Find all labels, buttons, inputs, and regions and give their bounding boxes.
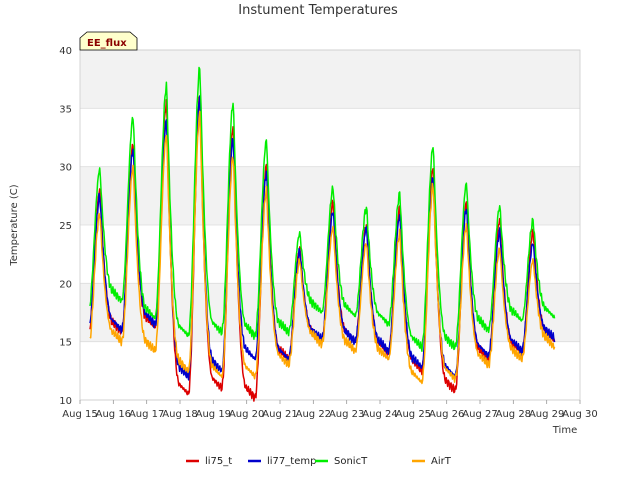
plot-area-frame xyxy=(79,49,581,401)
x-tick-label: Aug 21 xyxy=(262,409,297,420)
x-tick-label: Aug 23 xyxy=(329,409,364,420)
background-band xyxy=(80,341,580,400)
x-tick-label: Aug 27 xyxy=(462,409,497,420)
y-tick-label: 40 xyxy=(59,46,72,57)
y-tick-label: 20 xyxy=(59,279,72,290)
legend: li75_t li77_temp SonicT AirT xyxy=(186,456,452,467)
x-tick-label: Aug 18 xyxy=(162,409,197,420)
x-tick-label: Aug 25 xyxy=(396,409,431,420)
legend-label: SonicT xyxy=(334,456,368,467)
ee-flux-tag: EE_flux xyxy=(79,31,138,51)
y-tick-label: 25 xyxy=(59,221,72,232)
plot-border xyxy=(79,49,581,401)
x-tick-label: Aug 17 xyxy=(129,409,164,420)
y-tick-label: 10 xyxy=(59,396,72,407)
x-tick-label: Aug 24 xyxy=(362,409,397,420)
x-tick-label: Aug 19 xyxy=(196,409,231,420)
x-tick-label: Aug 30 xyxy=(562,409,597,420)
x-tick-label: Aug 26 xyxy=(429,409,464,420)
x-tick-label: Aug 20 xyxy=(229,409,264,420)
x-tick-label: Aug 29 xyxy=(529,409,564,420)
chart-title: Instument Temperatures xyxy=(238,3,398,18)
background-band xyxy=(80,50,580,109)
series-line-sonict xyxy=(89,66,556,352)
y-tick-label: 15 xyxy=(59,338,72,349)
legend-label: li75_t xyxy=(205,456,232,467)
background-band xyxy=(80,108,580,167)
ee-flux-tag-text: EE_flux xyxy=(87,38,127,49)
legend-label: AirT xyxy=(431,456,452,467)
y-tick-label: 30 xyxy=(59,163,72,174)
x-tick-label: Aug 16 xyxy=(96,409,131,420)
x-axis-label: Time xyxy=(552,425,577,436)
series-layer xyxy=(89,66,556,402)
y-tick-label: 35 xyxy=(59,104,72,115)
x-tick-label: Aug 28 xyxy=(496,409,531,420)
background-band xyxy=(80,283,580,342)
series-line-airt xyxy=(89,110,556,385)
x-tick-label: Aug 22 xyxy=(296,409,331,420)
legend-label: li77_temp xyxy=(267,456,316,467)
y-axis-label: Temperature (C) xyxy=(9,184,20,266)
x-tick-label: Aug 15 xyxy=(62,409,97,420)
y-axis-ticks: 10 15 20 25 30 35 40 xyxy=(59,46,72,407)
